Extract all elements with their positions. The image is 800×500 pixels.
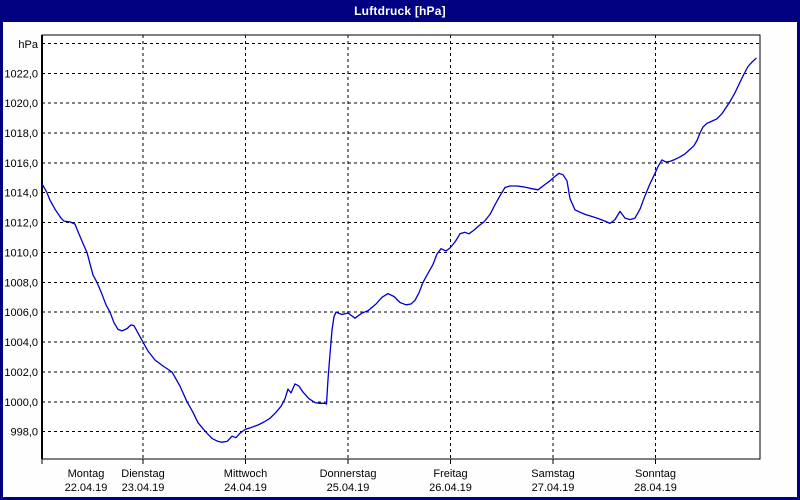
day-label: Dienstag [121,468,164,480]
date-label: 26.04.19 [429,482,472,494]
pressure-curve [42,57,757,443]
y-tick-label: 1002,0 [4,367,38,379]
y-tick-label: 1000,0 [4,397,38,409]
y-tick-label: 1010,0 [4,247,38,259]
chart-content: 998,0 1000,0 1002,0 1004,0 1006,0 1008,0 1010,… [3,22,797,497]
y-tick-label: 1008,0 [4,277,38,289]
y-tick-label: 1020,0 [4,98,38,110]
title-bar: Luftdruck [hPa] [0,0,800,22]
y-tick-label: 1012,0 [4,218,38,230]
y-tick-label: 1006,0 [4,307,38,319]
day-label: Samstag [531,468,574,480]
y-tick-label: 998,0 [10,427,38,439]
day-label: Montag [68,468,105,480]
y-tick-label: 1022,0 [4,68,38,80]
y-tick-label: 1004,0 [4,337,38,349]
date-label: 28.04.19 [634,482,677,494]
date-label: 25.04.19 [327,482,370,494]
y-tick-label: 1014,0 [4,188,38,200]
day-label: Freitag [433,468,467,480]
y-tick-label: 1016,0 [4,158,38,170]
plot-background [42,35,760,459]
day-label: Mittwoch [224,468,267,480]
date-label: 23.04.19 [122,482,165,494]
y-axis-unit-label: hPa [18,39,38,51]
window-title: Luftdruck [hPa] [354,4,446,18]
pressure-line-chart: 998,0 1000,0 1002,0 1004,0 1006,0 1008,0 1010,… [4,34,761,494]
day-label: Sonntag [635,468,676,480]
date-label: 24.04.19 [224,482,267,494]
y-tick-label: 1018,0 [4,128,38,140]
day-label: Donnerstag [320,468,377,480]
date-label: 27.04.19 [532,482,575,494]
date-label: 22.04.19 [65,482,108,494]
